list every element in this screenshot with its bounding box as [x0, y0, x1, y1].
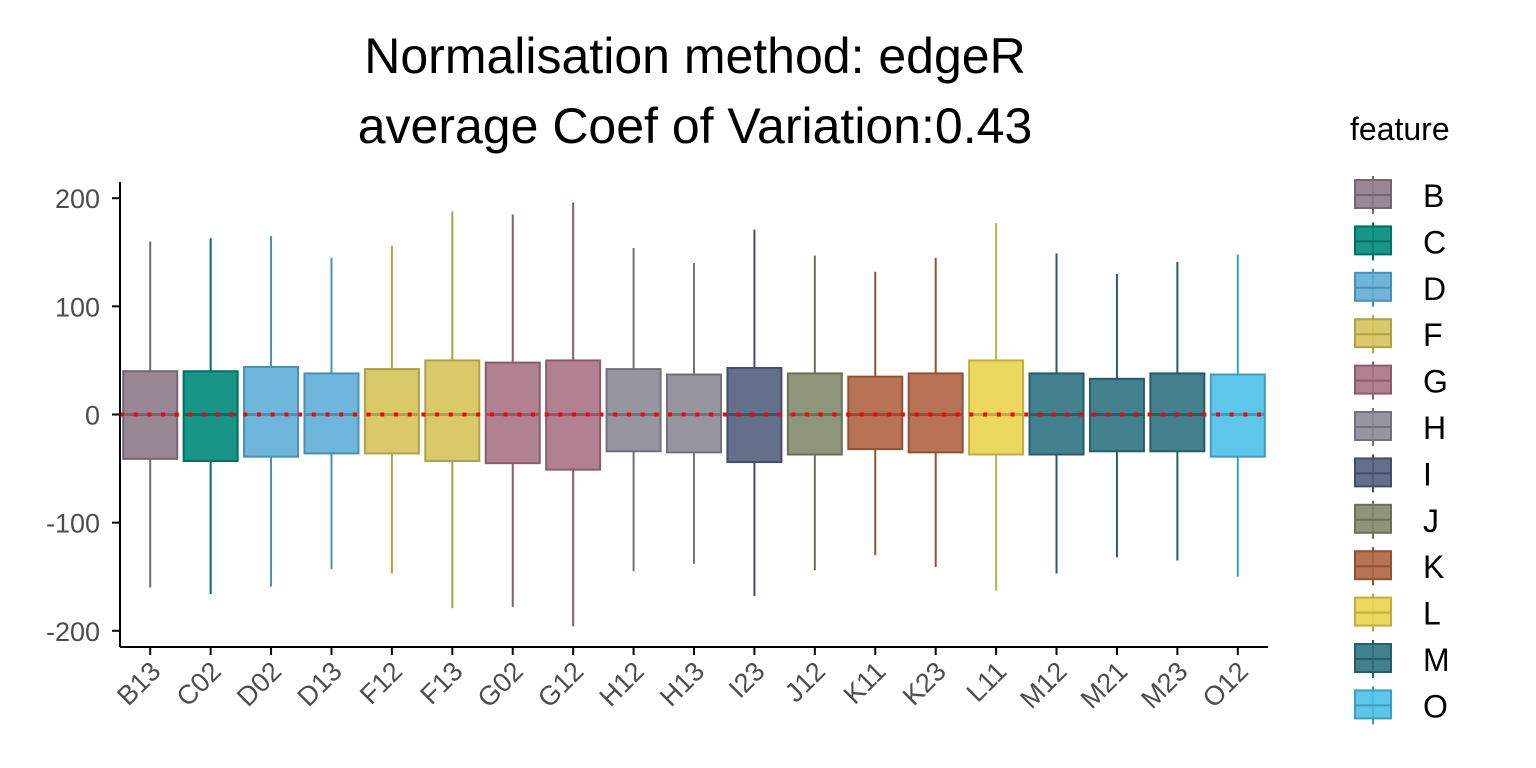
legend-label: J	[1423, 503, 1439, 539]
y-tick-label: -200	[46, 617, 100, 647]
box-body	[1149, 372, 1206, 453]
box-C02	[182, 238, 239, 595]
x-tick-label: K23	[897, 656, 952, 711]
x-tick-label: F12	[354, 656, 408, 710]
x-tick-label: H13	[654, 656, 710, 712]
x-tick-label: B13	[111, 656, 166, 711]
box-L11	[968, 223, 1025, 591]
box-body	[243, 365, 300, 458]
box-M12	[1028, 253, 1085, 574]
box-I23	[726, 229, 783, 597]
legend-entry-J: J	[1354, 500, 1439, 539]
x-tick-label: O12	[1197, 656, 1254, 713]
x-tick-label: J12	[779, 656, 831, 708]
box-G02	[484, 214, 541, 607]
legend-entry-C: C	[1354, 222, 1446, 261]
box-body	[182, 370, 239, 462]
legend-label: B	[1423, 178, 1444, 214]
x-tick-label: D13	[291, 656, 347, 712]
box-M23	[1149, 262, 1206, 561]
x-tick-label: K11	[838, 656, 892, 710]
legend-label: H	[1423, 410, 1446, 446]
box-body	[484, 361, 541, 465]
box-H12	[605, 247, 662, 572]
y-tick-label: 100	[55, 292, 100, 322]
legend-entry-K: K	[1354, 547, 1444, 586]
legend-entry-B: B	[1354, 176, 1444, 214]
legend-label: O	[1423, 688, 1448, 724]
legend-entry-H: H	[1354, 408, 1446, 446]
legend-label: C	[1423, 224, 1446, 260]
legend-title: feature	[1350, 111, 1450, 147]
x-tick-label: M21	[1075, 656, 1133, 714]
x-tick-label: H12	[594, 656, 650, 712]
y-tick-label: 0	[85, 401, 100, 431]
x-tick-label: D02	[231, 656, 287, 712]
box-body	[424, 359, 481, 463]
legend-label: M	[1423, 642, 1450, 678]
box-body	[968, 359, 1025, 456]
legend-label: D	[1423, 271, 1446, 307]
x-tick-label: C02	[171, 656, 227, 712]
legend-entry-O: O	[1354, 686, 1448, 725]
x-tick-label: F13	[414, 656, 468, 710]
legend-label: I	[1423, 456, 1432, 492]
legend-entry-F: F	[1354, 315, 1443, 354]
legend-label: L	[1423, 596, 1441, 632]
x-tick-label: I23	[723, 656, 771, 704]
box-body	[605, 368, 662, 453]
legend-entry-M: M	[1354, 640, 1450, 678]
legend-entry-G: G	[1354, 361, 1448, 400]
legend-entry-I: I	[1354, 454, 1432, 493]
box-F13	[424, 211, 481, 609]
x-tick-label: M23	[1135, 656, 1193, 714]
y-tick-label: 200	[55, 184, 100, 214]
chart-title-line-2: average Coef of Variation:0.43	[358, 98, 1033, 154]
box-H13	[666, 263, 722, 564]
box-F12	[363, 245, 420, 574]
legend-label: G	[1423, 364, 1448, 400]
legend-label: F	[1423, 317, 1443, 353]
chart-title-line-1: Normalisation method: edgeR	[364, 28, 1025, 84]
box-K23	[907, 257, 964, 567]
x-tick-label: L11	[961, 656, 1013, 708]
legend-entry-L: L	[1354, 593, 1441, 632]
x-tick-label: G02	[472, 656, 529, 713]
box-body	[363, 368, 420, 455]
legend-label: K	[1423, 549, 1444, 585]
y-tick-label: -100	[46, 509, 100, 539]
x-tick-label: M12	[1014, 656, 1072, 714]
legend-entry-D: D	[1354, 268, 1446, 307]
x-tick-label: G12	[532, 656, 589, 713]
box-D02	[243, 236, 300, 587]
